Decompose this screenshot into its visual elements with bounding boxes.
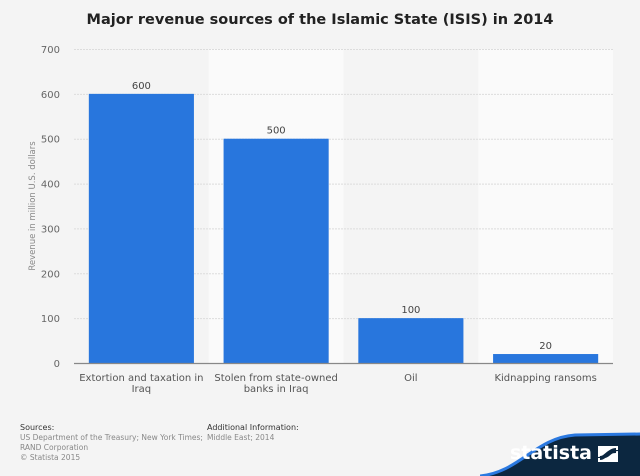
copyright-line: © Statista 2015 [20, 453, 81, 462]
x-tick-label: Kidnapping ransoms [494, 373, 596, 384]
y-tick-label: 600 [41, 90, 60, 101]
data-label: 100 [401, 305, 420, 316]
statista-logo-icon [598, 446, 618, 462]
y-tick-label: 0 [54, 359, 60, 370]
x-tick-label: Stolen from state-owned [214, 373, 338, 384]
y-axis-ticks: 0 100 200 300 400 500 600 700 [41, 45, 60, 370]
y-tick-label: 700 [41, 45, 60, 56]
bar[interactable] [358, 318, 464, 363]
x-tick-label: banks in Iraq [244, 384, 309, 395]
additional-info-label: Additional Information: [207, 423, 299, 432]
bar[interactable] [223, 138, 329, 363]
y-tick-label: 500 [41, 135, 60, 146]
additional-info-block: Additional Information: Middle East; 201… [207, 423, 299, 443]
bars [88, 93, 599, 363]
data-label: 20 [539, 341, 552, 352]
bar[interactable] [88, 93, 194, 363]
statista-brand: statista [480, 410, 640, 476]
sources-line: US Department of the Treasury; New York … [20, 433, 203, 442]
statista-wordmark: statista [509, 442, 592, 464]
sources-line: RAND Corporation [20, 443, 89, 452]
column-band [478, 49, 613, 363]
data-label: 500 [267, 126, 286, 137]
sources-block: Sources: US Department of the Treasury; … [20, 423, 203, 463]
brand-swoosh [480, 432, 640, 476]
sources-label: Sources: [20, 423, 55, 432]
x-tick-label: Iraq [132, 384, 152, 395]
chart-title: Major revenue sources of the Islamic Sta… [86, 12, 554, 28]
y-tick-label: 300 [41, 224, 60, 235]
y-tick-label: 400 [41, 180, 60, 191]
column-band [343, 49, 479, 363]
bar-chart: 0 100 200 300 400 500 600 700 600 500 100 20 Extor… [28, 45, 613, 395]
y-tick-label: 100 [41, 314, 60, 325]
y-axis-label: Revenue in million U.S. dollars [28, 141, 38, 271]
data-labels: 600 500 100 20 [132, 81, 552, 352]
x-tick-label: Extortion and taxation in [79, 373, 203, 384]
additional-info-text: Middle East; 2014 [207, 433, 275, 442]
y-tick-label: 200 [41, 269, 60, 280]
x-tick-label: Oil [404, 373, 417, 384]
data-label: 600 [132, 81, 151, 92]
bar[interactable] [493, 354, 599, 363]
